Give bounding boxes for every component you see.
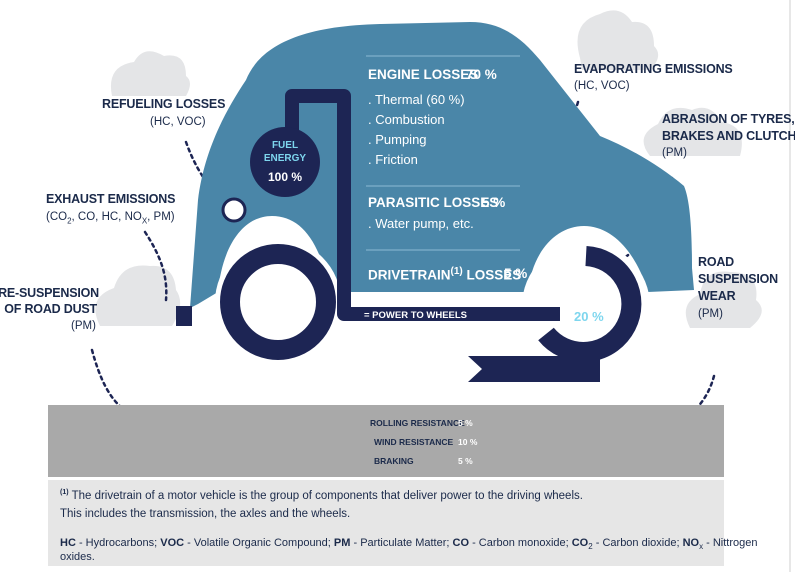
drivetrain-title: DRIVETRAIN(1) LOSSES (368, 266, 522, 283)
drivetrain-value: 5 % (504, 266, 528, 281)
front-wheel (522, 242, 650, 370)
resuspension-sub: (PM) (71, 320, 96, 332)
engine-item-thermal: . Thermal (60 %) (368, 92, 465, 107)
refueling-sub: (HC, VOC) (150, 116, 206, 128)
road-band (48, 405, 724, 477)
abrasion-title-2: BRAKES AND CLUTCH (662, 129, 795, 143)
road-loss-value-rolling: 5 % (458, 418, 473, 428)
engine-value: 70 % (466, 67, 497, 82)
fuel-value: 100 % (267, 170, 303, 184)
road-loss-value-braking: 5 % (458, 456, 473, 466)
evaporating-title: EVAPORATING EMISSIONS (574, 62, 733, 76)
cloud-refueling (110, 51, 190, 96)
fuel-energy-circle (250, 127, 320, 197)
road-loss-label-braking: BRAKING (374, 456, 414, 466)
road-wear-title-2: SUSPENSION (698, 272, 778, 286)
exhaust-sub: (CO2, CO, HC, NOX, PM) (46, 211, 175, 226)
resuspension-title-2: OF ROAD DUST (4, 302, 97, 316)
footnote-line-1: (1) The drivetrain of a motor vehicle is… (60, 489, 583, 502)
road-loss-label-wind: WIND RESISTANCE (374, 437, 454, 447)
engine-item-friction: . Friction (368, 152, 418, 167)
road-wear-sub: (PM) (698, 308, 723, 320)
engine-item-pumping: . Pumping (368, 132, 427, 147)
exhaust-pipe (176, 306, 192, 326)
cloud-road-wear (685, 271, 762, 328)
resuspension-title-1: RE-SUSPENSION (0, 286, 99, 300)
refueling-title: REFUELING LOSSES (102, 97, 226, 111)
road-wear-title-1: ROAD (698, 255, 735, 269)
footnote-panel (48, 480, 724, 566)
fuel-cap (221, 197, 247, 223)
engine-item-combustion: . Combustion (368, 112, 445, 127)
cloud-evaporating (577, 10, 659, 70)
rear-wheel (215, 239, 341, 365)
footnote-line-2: This includes the transmission, the axle… (60, 508, 351, 520)
road-wear-title-3: WEAR (698, 289, 736, 303)
road-loss-value-wind: 10 % (458, 437, 478, 447)
abrasion-sub: (PM) (662, 147, 687, 159)
cloud-shapes (95, 10, 762, 328)
fuel-label-1: FUEL (271, 140, 299, 151)
abrasion-title-1: ABRASION OF TYRES, (662, 112, 795, 126)
cloud-exhaust (95, 265, 181, 326)
cloud-abrasion (643, 107, 742, 156)
fuel-label-2: ENERGY (263, 153, 307, 164)
parasitic-value: 5 % (482, 195, 506, 210)
engine-title: ENGINE LOSSES (368, 67, 479, 82)
parasitic-title: PARASITIC LOSSES (368, 195, 499, 210)
leader-road-dust (90, 348, 124, 410)
power-arrow-tail (468, 356, 600, 382)
energy-flow-pipe (285, 89, 560, 321)
road-loss-label-rolling: ROLLING RESISTANCE (370, 418, 465, 428)
evaporating-sub: (HC, VOC) (574, 80, 630, 92)
abbreviations: HC - Hydrocarbons; VOC - Volatile Organi… (60, 537, 758, 564)
parasitic-item: . Water pump, etc. (368, 216, 474, 231)
power-to-wheels-value: 20 % (574, 309, 604, 324)
exhaust-title: EXHAUST EMISSIONS (46, 192, 176, 206)
leader-exhaust (143, 230, 168, 302)
power-to-wheels-label: = POWER TO WHEELS (364, 310, 468, 321)
